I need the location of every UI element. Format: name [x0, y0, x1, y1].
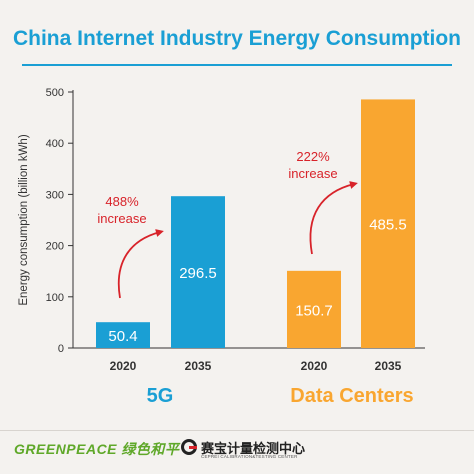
group-label: Data Centers [290, 385, 413, 407]
annotation-text: increase [288, 166, 337, 181]
title-divider [22, 64, 452, 66]
annotation-percent: 222% [296, 149, 330, 164]
bar-value-label: 50.4 [108, 328, 137, 345]
ceprei-logo: 赛宝计量检测中心 CEPREI CALIBRATION&TESTING CENT… [181, 437, 431, 463]
bar-data-centers-2020 [287, 270, 341, 348]
ceprei-mark-icon [181, 439, 197, 455]
increase-arrow-icon [117, 229, 164, 299]
bar-5g-2020 [96, 322, 150, 348]
bar-data-centers-2035 [361, 99, 415, 348]
x-tick-label: 2020 [110, 359, 137, 373]
y-tick-label: 300 [46, 189, 64, 201]
group-label: 5G [147, 385, 174, 407]
chart-title: China Internet Industry Energy Consumpti… [12, 27, 462, 50]
x-tick-label: 2035 [185, 359, 212, 373]
y-tick-label: 100 [46, 292, 64, 304]
ceprei-name: 赛宝计量检测中心 [201, 441, 306, 456]
bar-value-label: 150.7 [295, 302, 333, 319]
annotation-percent: 488% [105, 194, 139, 209]
y-tick-label: 0 [58, 343, 64, 355]
bar-value-label: 485.5 [369, 217, 407, 234]
x-tick-label: 2020 [301, 359, 328, 373]
greenpeace-logo: GREENPEACE 绿色和平 [14, 441, 180, 457]
y-tick-label: 500 [46, 87, 64, 99]
footer-divider [0, 430, 474, 431]
y-tick-label: 200 [46, 241, 64, 253]
y-tick-label: 400 [46, 138, 64, 150]
annotation-text: increase [97, 211, 146, 226]
ceprei-subtitle: CEPREI CALIBRATION&TESTING CENTER [201, 454, 298, 459]
increase-arrow-icon [309, 181, 358, 255]
bar-value-label: 296.5 [179, 265, 217, 282]
bar-5g-2035 [171, 196, 225, 348]
y-axis-label: Energy consumption (billion kWh) [18, 134, 30, 305]
x-tick-label: 2035 [375, 359, 402, 373]
